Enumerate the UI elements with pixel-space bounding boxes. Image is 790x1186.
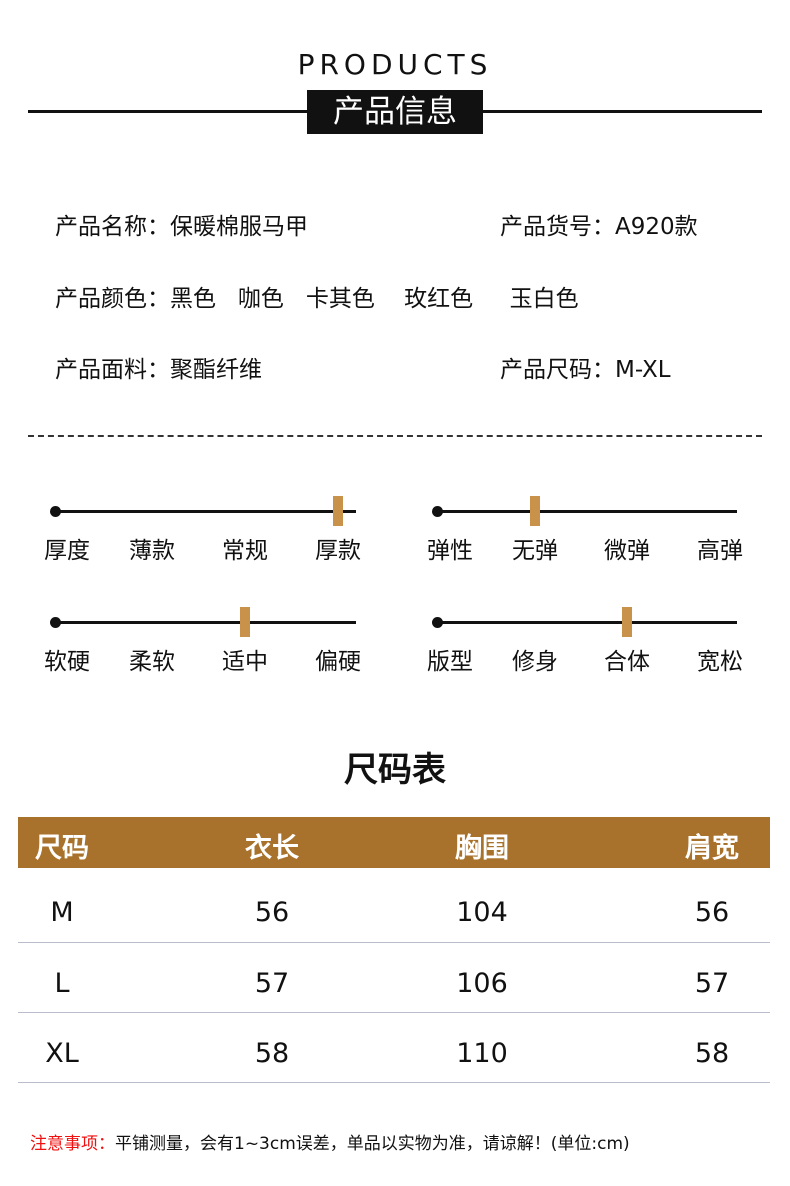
title-en: PRODUCTS	[297, 48, 493, 81]
dashed-divider	[28, 435, 762, 437]
note: 注意事项：平铺测量，会有1~3cm误差，单品以实物为准，请谅解！(单位:cm)	[30, 1129, 630, 1154]
info-name: 产品名称：保暖棉服马甲	[55, 214, 308, 240]
slider-option: 薄款	[129, 538, 175, 564]
table-cell: 56	[254, 897, 290, 928]
slider-start-dot	[432, 617, 443, 628]
table-cell: 57	[254, 968, 290, 999]
slider-option: 修身	[512, 649, 558, 675]
row-divider	[18, 942, 770, 943]
info-sizes: 产品尺码：M-XL	[500, 357, 671, 383]
slider-start-dot	[50, 506, 61, 517]
column-header: 衣长	[245, 833, 299, 864]
info-colors: 产品颜色：黑色 咖色 卡其色 玫红色 玉白色	[55, 286, 579, 312]
slider-marker	[240, 607, 250, 637]
slider-start-dot	[50, 617, 61, 628]
slider-option: 柔软	[129, 649, 175, 675]
slider-marker	[333, 496, 343, 526]
row-divider	[18, 1082, 770, 1083]
slider-track	[55, 510, 356, 513]
table-cell: 56	[694, 897, 730, 928]
table-cell: 58	[254, 1038, 290, 1069]
table-cell: M	[50, 897, 74, 928]
table-cell: 106	[456, 968, 508, 999]
size-table-title: 尺码表	[344, 750, 446, 790]
note-label: 注意事项：	[30, 1134, 115, 1154]
slider-option: 合体	[604, 649, 650, 675]
slider-label: 厚度	[44, 538, 90, 564]
column-header: 胸围	[455, 833, 509, 864]
slider-marker	[530, 496, 540, 526]
title-cn: 产品信息	[307, 90, 483, 134]
slider-option: 常规	[222, 538, 268, 564]
note-text: 平铺测量，会有1~3cm误差，单品以实物为准，请谅解！(单位:cm)	[115, 1134, 630, 1154]
slider-option: 无弹	[512, 538, 558, 564]
slider-track	[437, 510, 737, 513]
slider-label: 软硬	[44, 649, 90, 675]
column-header: 尺码	[35, 833, 89, 864]
slider-option: 宽松	[697, 649, 743, 675]
slider-option: 厚款	[315, 538, 361, 564]
table-cell: 104	[456, 897, 508, 928]
slider-track	[55, 621, 356, 624]
table-cell: L	[54, 968, 70, 999]
slider-label: 版型	[427, 649, 473, 675]
table-cell: 58	[694, 1038, 730, 1069]
row-divider	[18, 1012, 770, 1013]
slider-marker	[622, 607, 632, 637]
table-cell: XL	[45, 1038, 79, 1069]
table-cell: 110	[456, 1038, 508, 1069]
slider-option: 偏硬	[315, 649, 361, 675]
slider-label: 弹性	[427, 538, 473, 564]
info-fabric: 产品面料：聚酯纤维	[55, 357, 262, 383]
size-table-header	[18, 817, 770, 868]
slider-option: 高弹	[697, 538, 743, 564]
column-header: 肩宽	[685, 833, 739, 864]
slider-track	[437, 621, 737, 624]
slider-start-dot	[432, 506, 443, 517]
slider-option: 微弹	[604, 538, 650, 564]
info-sku: 产品货号：A920款	[500, 214, 698, 240]
table-cell: 57	[694, 968, 730, 999]
slider-option: 适中	[222, 649, 268, 675]
